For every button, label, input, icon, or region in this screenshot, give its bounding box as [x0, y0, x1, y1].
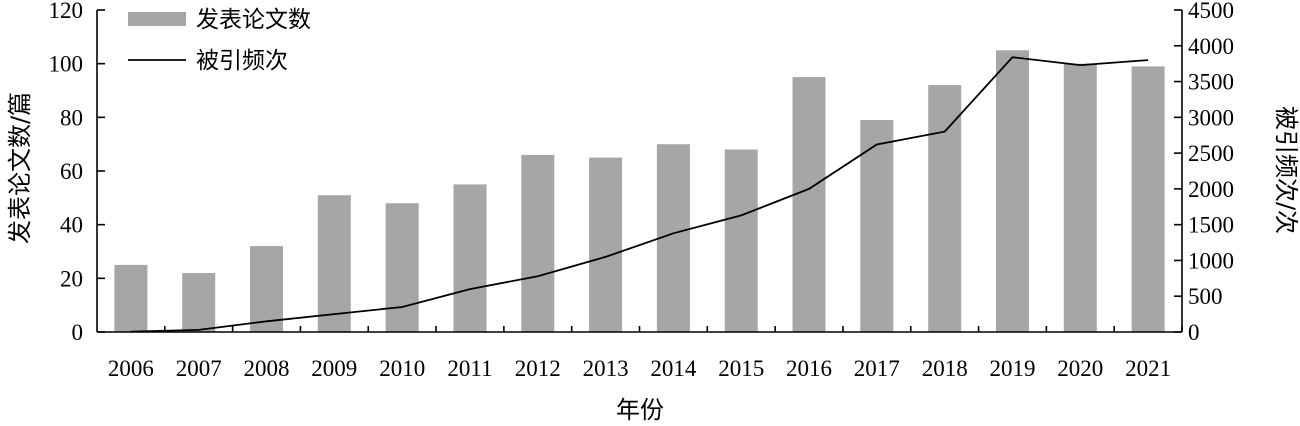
bar-2017 — [860, 120, 894, 332]
line-series — [130, 56, 1149, 333]
line-path — [130, 56, 1149, 333]
x-tick-label: 2007 — [176, 356, 222, 381]
y-right-tick-label: 3000 — [1188, 105, 1234, 130]
bar-2014 — [656, 144, 690, 332]
y-axis-right-title: 被引频次/次 — [1272, 106, 1300, 234]
bar-2020 — [1063, 63, 1097, 332]
x-axis-title: 年份 — [616, 396, 664, 424]
y-left-tick-label: 0 — [72, 320, 84, 345]
x-tick-label: 2014 — [650, 356, 697, 381]
y-right-tick-label: 500 — [1188, 284, 1223, 309]
x-tick-label: 2010 — [379, 356, 425, 381]
bar-2007 — [182, 273, 216, 332]
bar-2015 — [724, 149, 758, 332]
y-right-tick-label: 0 — [1188, 320, 1200, 345]
x-tick-label: 2006 — [108, 356, 154, 381]
y-right-tick-label: 4500 — [1188, 0, 1234, 23]
y-right-tick-label: 1000 — [1188, 248, 1234, 273]
x-tick-label: 2015 — [718, 356, 764, 381]
y-right-tick-label: 1500 — [1188, 213, 1234, 238]
x-tick-label: 2019 — [990, 356, 1036, 381]
bar-2019 — [996, 50, 1029, 333]
x-tick-label: 2016 — [786, 356, 832, 381]
tick-labels: 0 20 40 60 80 100 120 0 500 1000 1500 2000 2500 3000 3… — [49, 0, 1235, 381]
y-left-tick-label: 120 — [49, 0, 84, 23]
y-right-tick-label: 2500 — [1188, 141, 1234, 166]
bar-2008 — [250, 246, 283, 332]
y-left-tick-label: 40 — [60, 213, 83, 238]
legend-label-line: 被引频次 — [196, 48, 288, 74]
legend: 发表论文数 被引频次 — [128, 7, 311, 74]
bar-2010 — [385, 203, 419, 332]
x-tick-label: 2008 — [244, 356, 290, 381]
y-left-tick-label: 20 — [60, 266, 83, 291]
bar-2018 — [928, 85, 962, 332]
x-tick-label: 2017 — [854, 356, 900, 381]
y-left-tick-label: 100 — [49, 52, 84, 77]
bar-2006 — [114, 264, 148, 332]
y-right-tick-label: 3500 — [1188, 70, 1234, 95]
y-left-tick-label: 80 — [60, 105, 83, 130]
bar-2016 — [792, 77, 826, 332]
x-tick-label: 2013 — [583, 356, 629, 381]
x-tick-label: 2018 — [922, 356, 968, 381]
legend-label-bar: 发表论文数 — [196, 7, 311, 33]
bar-series — [114, 50, 1165, 333]
bar-2012 — [521, 154, 555, 332]
y-left-tick-label: 60 — [60, 159, 83, 184]
x-tick-label: 2021 — [1125, 356, 1171, 381]
y-right-tick-label: 4000 — [1188, 34, 1234, 59]
bar-2013 — [589, 157, 623, 332]
legend-swatch-bar — [128, 12, 186, 26]
y-axis-left-title: 发表论文数/篇 — [6, 92, 34, 244]
axes — [96, 9, 1183, 333]
x-tick-label: 2012 — [515, 356, 561, 381]
bar-2011 — [453, 184, 487, 332]
bar-2009 — [317, 195, 351, 332]
x-tick-label: 2020 — [1057, 356, 1103, 381]
y-right-tick-label: 2000 — [1188, 177, 1234, 202]
bar-2021 — [1131, 66, 1165, 333]
x-tick-label: 2009 — [311, 356, 357, 381]
x-tick-label: 2011 — [447, 356, 492, 381]
